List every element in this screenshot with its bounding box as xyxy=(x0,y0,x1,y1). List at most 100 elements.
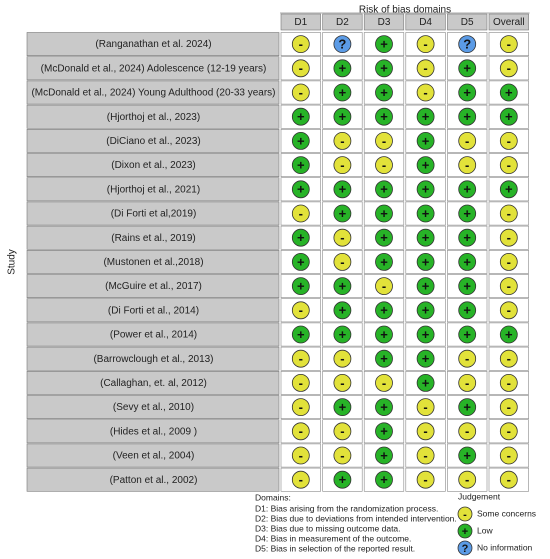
judgement-marker xyxy=(458,252,477,271)
judgement-marker xyxy=(416,35,435,53)
judgement-symbol: + xyxy=(297,230,305,245)
judgement-marker xyxy=(375,204,393,223)
judgement-marker xyxy=(416,349,435,368)
column-header: D3 xyxy=(378,17,391,28)
judgement-symbol: ? xyxy=(463,37,471,52)
study-cell xyxy=(26,419,280,444)
judgement-symbol: + xyxy=(339,327,347,342)
judgement-symbol: - xyxy=(423,85,427,100)
judgement-marker xyxy=(291,180,310,199)
judgement-symbol: + xyxy=(422,303,430,318)
judgement-symbol: + xyxy=(297,254,305,269)
column-header: D1 xyxy=(294,17,307,28)
judgement-marker xyxy=(416,277,435,296)
judgement-symbol: - xyxy=(423,37,427,52)
study-label: (McGuire et al., 2017) xyxy=(105,281,202,292)
judgement-symbol: + xyxy=(380,472,388,487)
plot-title: Risk of bias domains xyxy=(359,5,451,16)
column-header-cell xyxy=(280,13,321,31)
judgement-symbol: + xyxy=(463,109,471,124)
study-label: (Hjorthoj et al., 2021) xyxy=(107,184,200,195)
judgement-symbol: + xyxy=(463,85,471,100)
study-label: (Ranganathan et al. 2024) xyxy=(95,39,211,50)
judgement-marker xyxy=(458,373,477,392)
judgement-marker xyxy=(416,446,435,465)
judgement-marker xyxy=(291,349,310,368)
study-label: (Dixon et al., 2023) xyxy=(111,160,196,171)
judgement-marker xyxy=(375,59,393,78)
study-label: (Rains et al., 2019) xyxy=(111,233,196,244)
judgement-symbol: + xyxy=(339,182,347,197)
judgement-symbol: - xyxy=(340,254,344,269)
judgement-marker xyxy=(291,131,310,150)
y-label: Study xyxy=(7,249,18,275)
legend-symbol: + xyxy=(462,526,468,538)
judgement-marker xyxy=(416,252,435,271)
study-cell xyxy=(26,322,280,347)
judgement-marker xyxy=(458,277,477,296)
judgement-marker xyxy=(291,228,310,247)
judgement-marker xyxy=(499,83,518,102)
judgement-marker xyxy=(499,228,518,247)
judgement-symbol: - xyxy=(507,424,511,439)
study-label: (Di Forti et al., 2014) xyxy=(108,305,199,316)
judgement-symbol: - xyxy=(507,61,511,76)
study-cell xyxy=(26,250,280,274)
domain-description: D1: Bias arising from the randomization … xyxy=(255,503,438,513)
judgement-symbol: + xyxy=(505,85,513,100)
judgement-symbol: + xyxy=(380,85,388,100)
column-header-cell xyxy=(363,13,405,31)
judgement-marker xyxy=(375,301,393,320)
study-label: (DiCiano et al., 2023) xyxy=(106,136,201,147)
judgement-symbol: + xyxy=(380,327,388,342)
column-header: D4 xyxy=(419,17,432,28)
study-cell xyxy=(26,370,280,395)
judgement-symbol: + xyxy=(339,472,347,487)
judgement-symbol: - xyxy=(340,133,344,148)
judgement-marker xyxy=(375,228,393,247)
judgement-marker xyxy=(291,107,310,126)
study-cell xyxy=(26,80,280,105)
judgement-symbol: - xyxy=(340,351,344,366)
judgement-symbol: - xyxy=(507,158,511,173)
domain-description: D5: Bias in selection of the reported re… xyxy=(255,543,415,553)
judgement-symbol: + xyxy=(380,182,388,197)
judgement-symbol: + xyxy=(463,303,471,318)
judgement-symbol: + xyxy=(463,448,471,463)
judgement-marker xyxy=(333,59,352,78)
judgement-marker xyxy=(499,107,518,126)
study-cell xyxy=(26,56,280,81)
judgement-marker xyxy=(375,252,393,271)
judgement-symbol: + xyxy=(463,327,471,342)
judgement-marker xyxy=(416,470,435,489)
column-header: D2 xyxy=(336,17,349,28)
judgement-marker xyxy=(291,83,310,102)
judgement-marker xyxy=(458,107,477,126)
judgement-marker xyxy=(458,131,477,150)
judgement-symbol: + xyxy=(380,206,388,221)
judgement-marker xyxy=(375,422,393,441)
judgement-symbol: - xyxy=(340,424,344,439)
study-cell xyxy=(26,225,280,250)
judgement-marker xyxy=(375,180,393,199)
judgement-symbol: + xyxy=(380,448,388,463)
legend-label: Low xyxy=(477,525,493,535)
judgement-symbol: + xyxy=(463,400,471,415)
column-header: Overall xyxy=(493,17,525,28)
judgement-symbol: + xyxy=(463,230,471,245)
study-cell xyxy=(26,443,280,468)
judgement-symbol: + xyxy=(422,375,430,390)
judgement-marker xyxy=(375,325,393,344)
judgement-marker xyxy=(499,325,518,344)
judgement-marker xyxy=(333,446,352,465)
judgement-symbol: + xyxy=(380,351,388,366)
judgement-symbol: + xyxy=(463,254,471,269)
judgement-marker xyxy=(291,325,310,344)
judgement-marker xyxy=(499,156,518,175)
judgement-marker xyxy=(458,180,477,199)
study-label: (McDonald et al., 2024) Adolescence (12-… xyxy=(41,63,267,74)
judgement-marker xyxy=(416,107,435,126)
judgement-marker xyxy=(416,422,435,441)
study-label: (McDonald et al., 2024) Young Adulthood … xyxy=(31,88,275,99)
